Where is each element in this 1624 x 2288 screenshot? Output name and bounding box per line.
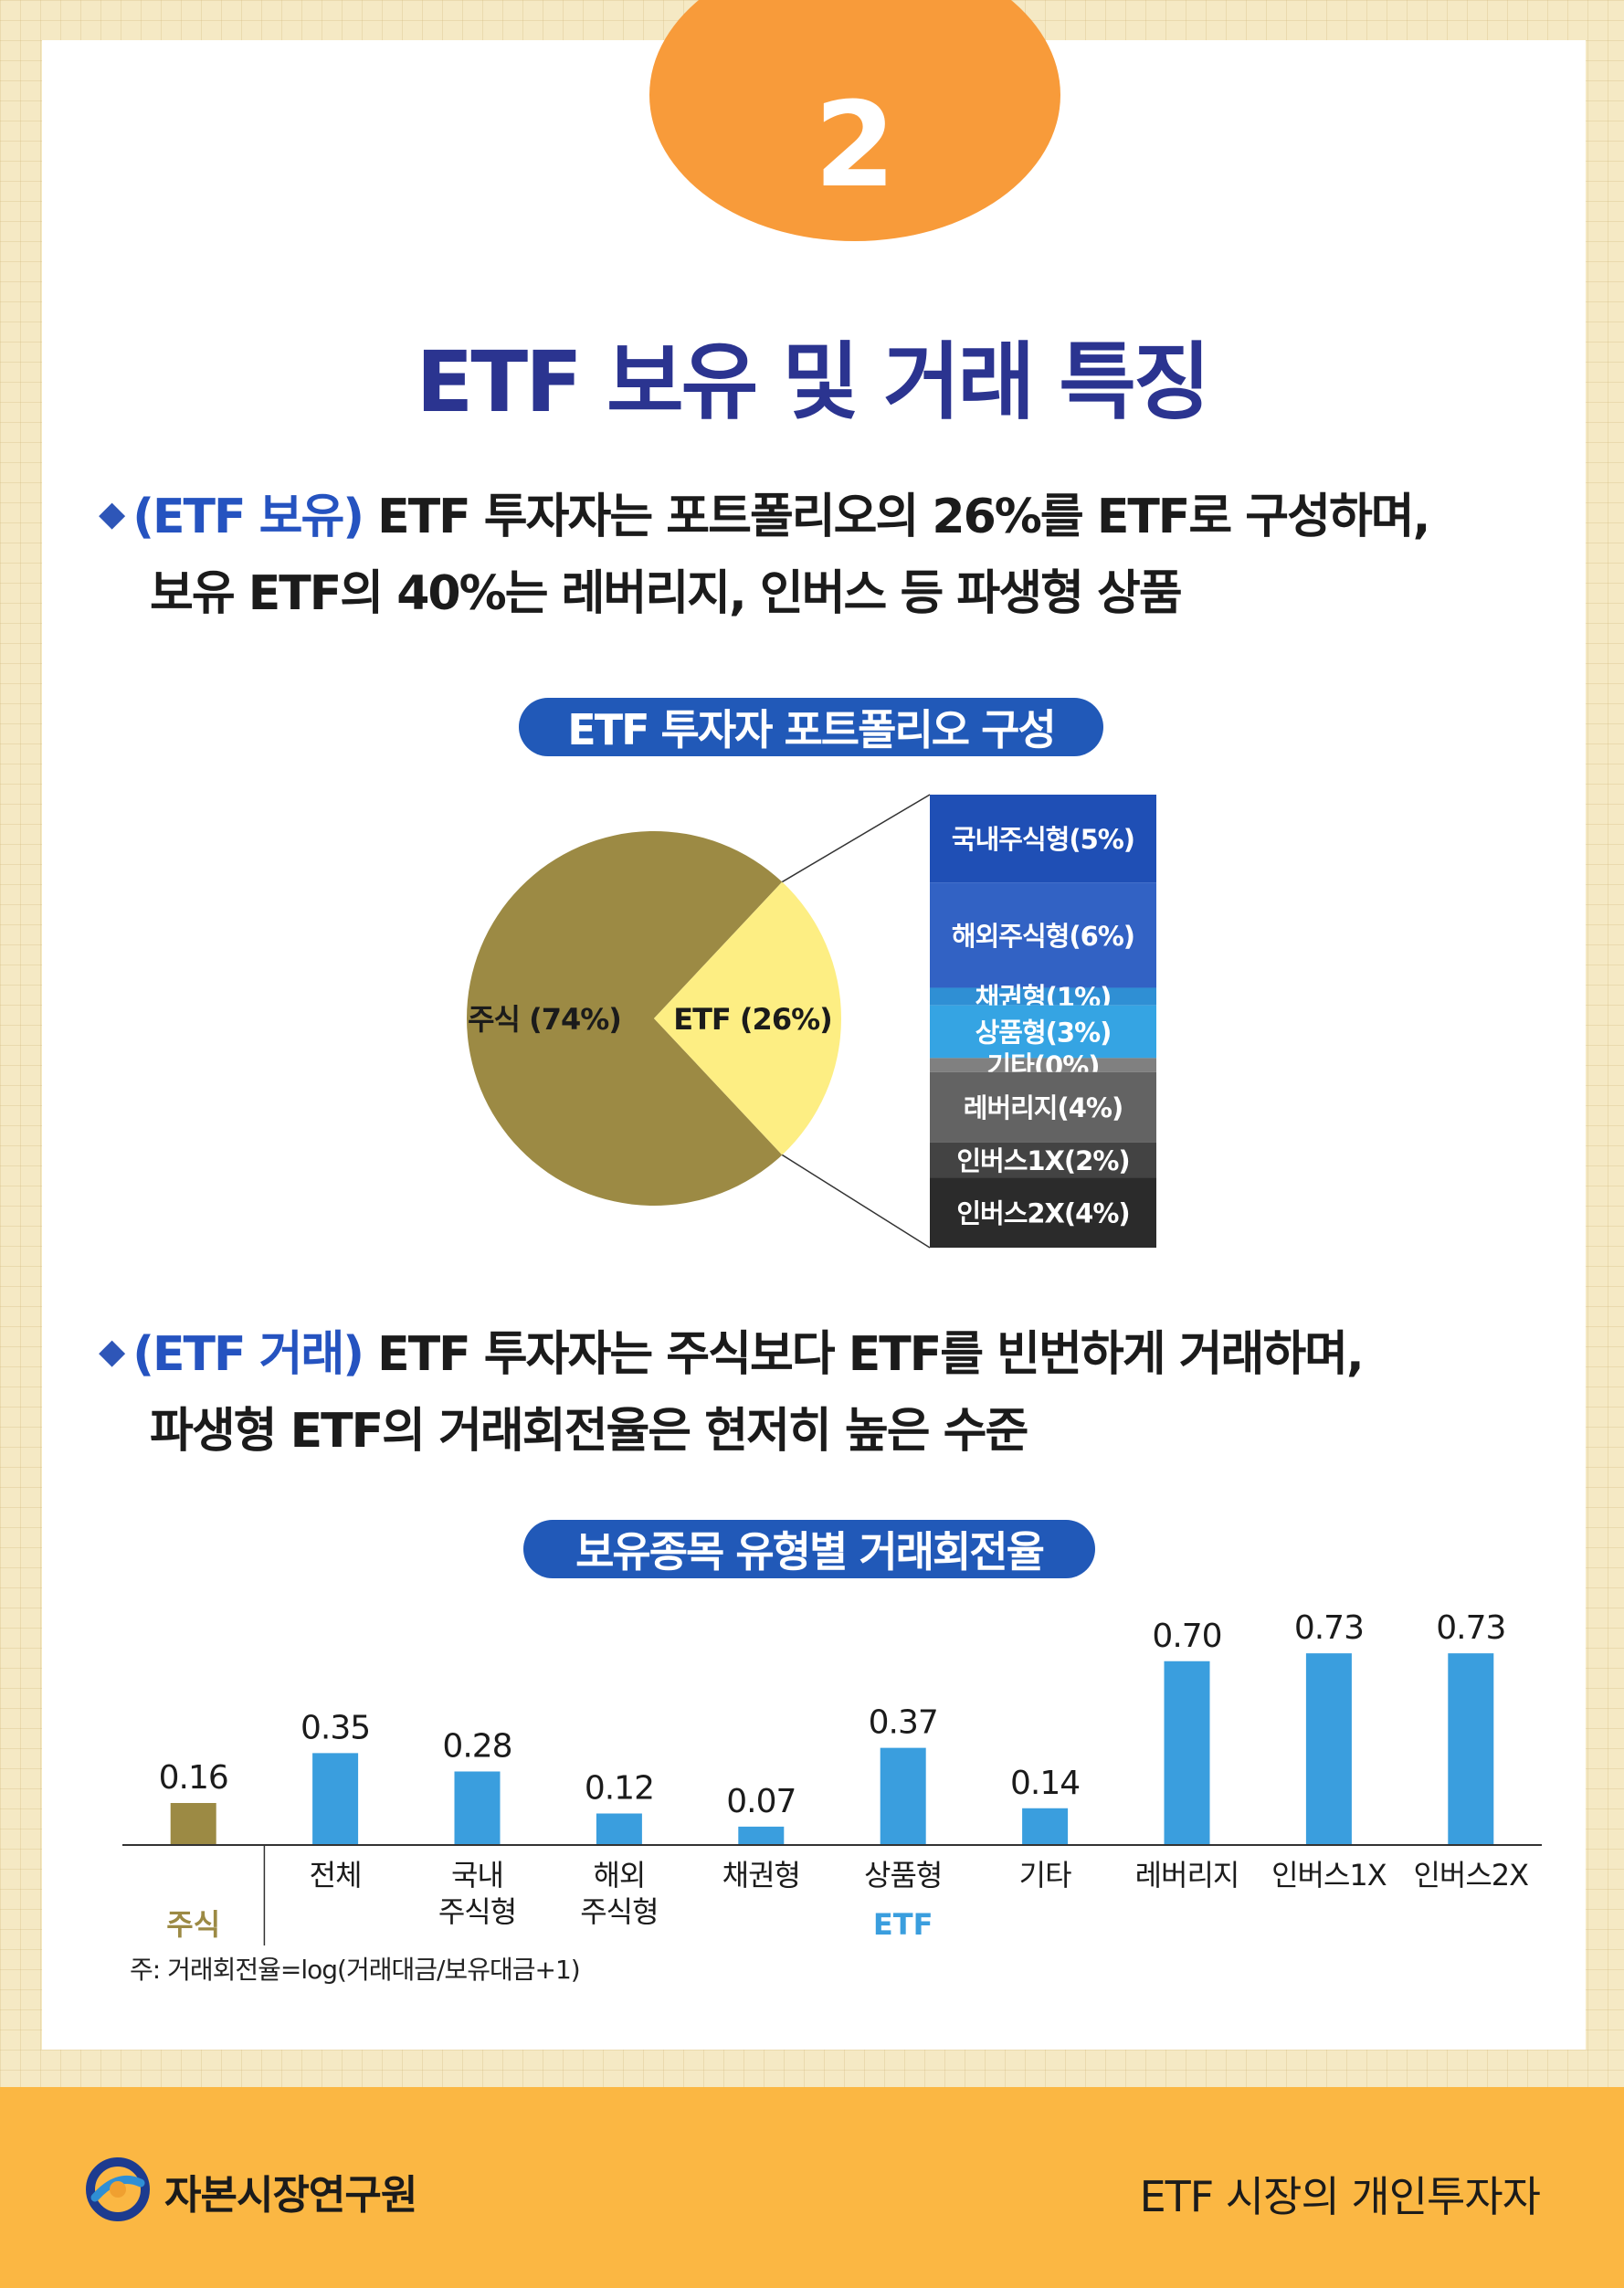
bar (596, 1813, 642, 1845)
turnover-bar-chart: 0.160.35전체0.28국내주식형0.12해외주식형0.07채권형0.37상… (122, 1609, 1542, 1945)
section1-line1: ETF 투자자는 포트폴리오의 26%를 ETF로 구성하며, (363, 490, 1430, 544)
section1-tag: (ETF 보유) (132, 490, 364, 544)
bar (454, 1771, 501, 1845)
section2-line1: ETF 투자자는 주식보다 ETF를 빈번하게 거래하며, (363, 1327, 1365, 1382)
bar-value-label: 0.28 (442, 1728, 511, 1766)
pie-label-etf: ETF (26%) (673, 1002, 832, 1037)
x-tick-label: 인버스1X (1271, 1858, 1387, 1893)
x-tick-label: 상품형 (864, 1858, 942, 1893)
breakdown-label: 국내주식형(5%) (952, 824, 1134, 855)
section2-bullet: ◆ (ETF 거래) ETF 투자자는 주식보다 ETF를 빈번하게 거래하며, … (99, 1313, 1560, 1470)
bar-value-label: 0.35 (301, 1709, 370, 1746)
bar-value-label: 0.73 (1436, 1609, 1505, 1647)
breakdown-label: 상품형(3%) (975, 1017, 1112, 1049)
breakdown-segment (930, 1142, 1156, 1178)
bar-value-label: 0.16 (159, 1759, 228, 1797)
connector-line-top (781, 794, 931, 883)
breakdown-segment (930, 1005, 1156, 1059)
group-label: ETF (873, 1907, 933, 1942)
group-label: 주식 (166, 1907, 220, 1942)
footer-bar: 자본시장연구원 ETF 시장의 개인투자자 (0, 2087, 1624, 2288)
x-tick-label: 해외 (593, 1858, 645, 1893)
x-tick-label: 레버리지 (1135, 1858, 1239, 1893)
bar (1448, 1653, 1494, 1845)
bar (1022, 1808, 1069, 1845)
bar-value-label: 0.14 (1010, 1765, 1080, 1802)
portfolio-pie-chart: 주식 (74%) ETF (26%)국내주식형(5%)해외주식형(6%)채권형(1… (466, 794, 1156, 1249)
pie-slice-etf (654, 881, 842, 1155)
diamond-icon: ◆ (99, 493, 125, 533)
breakdown-segment (930, 795, 1156, 883)
x-tick-label: 인버스2X (1413, 1858, 1528, 1893)
breakdown-segment (930, 882, 1156, 988)
breakdown-segment (930, 1071, 1156, 1143)
connector-line-bottom (781, 1154, 931, 1249)
x-tick-label: 주식형 (438, 1894, 516, 1929)
org-name: 자본시장연구원 (164, 2172, 417, 2219)
x-tick-label: 기타 (1019, 1858, 1071, 1893)
section1-bullet: ◆ (ETF 보유) ETF 투자자는 포트폴리오의 26%를 ETF로 구성하며… (99, 475, 1560, 632)
bar (880, 1747, 926, 1845)
page-number: 2 (814, 78, 896, 214)
report-name: ETF 시장의 개인투자자 (1139, 2172, 1541, 2221)
bar-value-label: 0.73 (1294, 1609, 1364, 1647)
section2-line2: 파생형 ETF의 거래회전율은 현저히 높은 수준 (150, 1404, 1028, 1459)
breakdown-segment (930, 987, 1156, 1006)
chart-footnote: 주: 거래회전율=log(거래대금/보유대금+1) (130, 1955, 581, 1985)
page-number-badge: 2 (649, 0, 1060, 241)
section2-tag: (ETF 거래) (132, 1327, 364, 1382)
bar-chart-title: 보유종목 유형별 거래회전율 (523, 1520, 1095, 1578)
breakdown-label: 인버스1X(2%) (956, 1145, 1129, 1176)
breakdown-label: 인버스2X(4%) (956, 1198, 1129, 1229)
bar (170, 1803, 216, 1845)
bar (1164, 1661, 1210, 1845)
pie-chart-title: ETF 투자자 포트폴리오 구성 (519, 698, 1103, 756)
pie-label-stock: 주식 (74%) (468, 1002, 621, 1037)
breakdown-label: 레버리지(4%) (964, 1092, 1123, 1123)
x-tick-label: 전체 (310, 1858, 362, 1893)
bar-value-label: 0.70 (1152, 1618, 1221, 1655)
bar (738, 1826, 785, 1845)
bar-value-label: 0.07 (726, 1783, 796, 1820)
pie-slice-stock (466, 831, 783, 1206)
page-title: ETF 보유 및 거래 특징 (416, 333, 1210, 431)
bar-value-label: 0.37 (869, 1704, 938, 1742)
bar-value-label: 0.12 (585, 1770, 654, 1808)
bar (312, 1753, 359, 1845)
x-tick-label: 채권형 (722, 1858, 800, 1893)
kcmi-logo-icon (86, 2157, 150, 2221)
breakdown-segment (930, 1058, 1156, 1072)
breakdown-label: 해외주식형(6%) (952, 921, 1134, 952)
diamond-icon: ◆ (99, 1331, 125, 1371)
bar (1305, 1653, 1352, 1845)
breakdown-segment (930, 1177, 1156, 1248)
section1-line2: 보유 ETF의 40%는 레버리지, 인버스 등 파생형 상품 (150, 566, 1183, 621)
x-tick-label: 주식형 (580, 1894, 658, 1929)
x-tick-label: 국내 (451, 1858, 503, 1893)
